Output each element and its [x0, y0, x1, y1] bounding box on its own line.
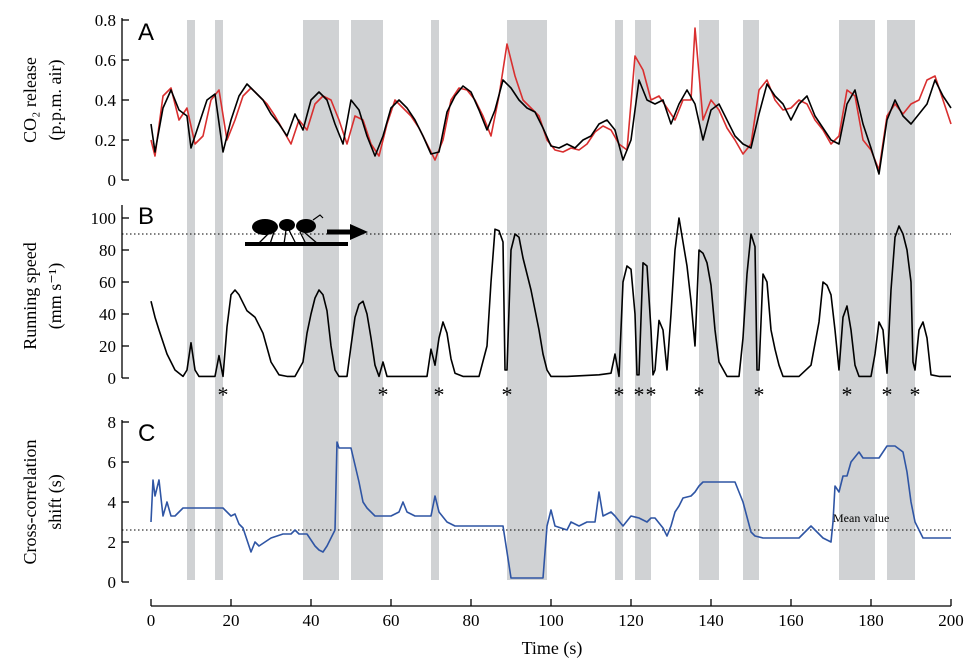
shaded-intervals — [187, 20, 915, 580]
y-tick-label-1-3: 60 — [99, 273, 116, 292]
y-tick-label-0-3: 0.6 — [95, 51, 116, 70]
x-tick-label-0: 0 — [147, 611, 156, 630]
y-tick-label-1-2: 40 — [99, 305, 116, 324]
x-tick-label-5: 100 — [538, 611, 564, 630]
panel-a-letter: A — [138, 19, 154, 46]
ant-illustration — [245, 214, 348, 246]
x-axis-label: Time (s) — [522, 638, 583, 659]
y-tick-label-2-4: 8 — [108, 413, 117, 432]
panel-b-asterisks: * * * * * * * * * * * * — [218, 382, 921, 407]
asterisk-5: * — [634, 382, 645, 407]
asterisk-6: * — [646, 382, 657, 407]
x-tick-label-7: 140 — [698, 611, 724, 630]
shaded-interval-3 — [351, 20, 383, 580]
panel-a-y-ticks: 0 0.2 0.4 0.6 0.8 — [95, 11, 129, 190]
x-tick-label-3: 60 — [383, 611, 400, 630]
shaded-interval-5 — [507, 20, 547, 580]
y-tick-label-1-4: 80 — [99, 241, 116, 260]
panel-b-ylabel-line2: (mm s⁻¹) — [45, 263, 66, 329]
y-tick-label-2-0: 0 — [108, 573, 117, 592]
x-axis: 0 20 40 60 80 100 120 140 160 180 200 Time (s) — [147, 599, 964, 659]
asterisk-10: * — [882, 382, 893, 407]
panel-c-ylabel-line1: Cross-correlation — [20, 440, 40, 565]
panel-c-letter: C — [138, 420, 155, 447]
direction-arrow-icon — [327, 224, 368, 240]
series-line-0-0 — [150, 79, 952, 175]
y-tick-label-1-1: 20 — [99, 337, 116, 356]
panel-b-series — [150, 217, 951, 378]
shaded-interval-1 — [215, 20, 223, 580]
panel-c-y-ticks: 0 2 4 6 8 — [108, 413, 129, 592]
panel-a-series — [150, 27, 952, 175]
y-tick-label-2-3: 6 — [108, 453, 117, 472]
x-tick-label-4: 80 — [463, 611, 480, 630]
panel-c-mean-label: Mean value — [833, 511, 889, 525]
y-tick-label-1-5: 100 — [91, 209, 117, 228]
panel-b-ylabel-line1: Running speed — [20, 242, 40, 350]
asterisk-4: * — [614, 382, 625, 407]
asterisk-0: * — [218, 382, 229, 407]
shaded-interval-7 — [635, 20, 651, 580]
panel-b-y-ticks: 0 20 40 60 80 100 — [91, 209, 129, 388]
x-tick-label-9: 180 — [858, 611, 884, 630]
shaded-interval-2 — [303, 20, 339, 580]
asterisk-1: * — [378, 382, 389, 407]
x-tick-label-1: 20 — [223, 611, 240, 630]
panel-a: 0 0.2 0.4 0.6 0.8 A CO₂ release (p.p.m. air) — [20, 11, 952, 190]
shaded-interval-0 — [187, 20, 195, 580]
y-tick-label-2-2: 4 — [108, 493, 117, 512]
asterisk-9: * — [842, 382, 853, 407]
asterisk-11: * — [910, 382, 921, 407]
y-tick-label-2-1: 2 — [108, 533, 117, 552]
panel-b-letter: B — [138, 203, 154, 230]
panel-a-ylabel-line2: (p.p.m. air) — [45, 60, 66, 141]
panel-c: 0 2 4 6 8 Mean value C Cross-correlation shi… — [20, 413, 951, 592]
x-axis-ticks: 0 20 40 60 80 100 120 140 160 180 200 — [147, 599, 964, 630]
series-line-1-0 — [150, 217, 951, 378]
asterisk-2: * — [434, 382, 445, 407]
series-line-2-0 — [150, 441, 951, 579]
asterisk-7: * — [694, 382, 705, 407]
y-tick-label-0-4: 0.8 — [95, 11, 116, 30]
x-tick-label-10: 200 — [938, 611, 964, 630]
shaded-interval-8 — [699, 20, 719, 580]
shaded-interval-4 — [431, 20, 439, 580]
shaded-interval-9 — [743, 20, 759, 580]
asterisk-8: * — [754, 382, 765, 407]
x-tick-label-8: 160 — [778, 611, 804, 630]
panel-a-ylabel-line1: CO₂ release — [20, 57, 40, 143]
panel-c-series — [150, 441, 951, 579]
shaded-interval-6 — [615, 20, 623, 580]
x-tick-label-2: 40 — [303, 611, 320, 630]
y-tick-label-1-0: 0 — [108, 369, 117, 388]
y-tick-label-0-0: 0 — [108, 171, 117, 190]
y-tick-label-0-1: 0.2 — [95, 131, 116, 150]
y-tick-label-0-2: 0.4 — [95, 91, 117, 110]
series-line-0-1 — [150, 27, 952, 171]
asterisk-3: * — [502, 382, 513, 407]
panel-c-ylabel-line2: shift (s) — [45, 474, 66, 530]
x-tick-label-6: 120 — [618, 611, 644, 630]
